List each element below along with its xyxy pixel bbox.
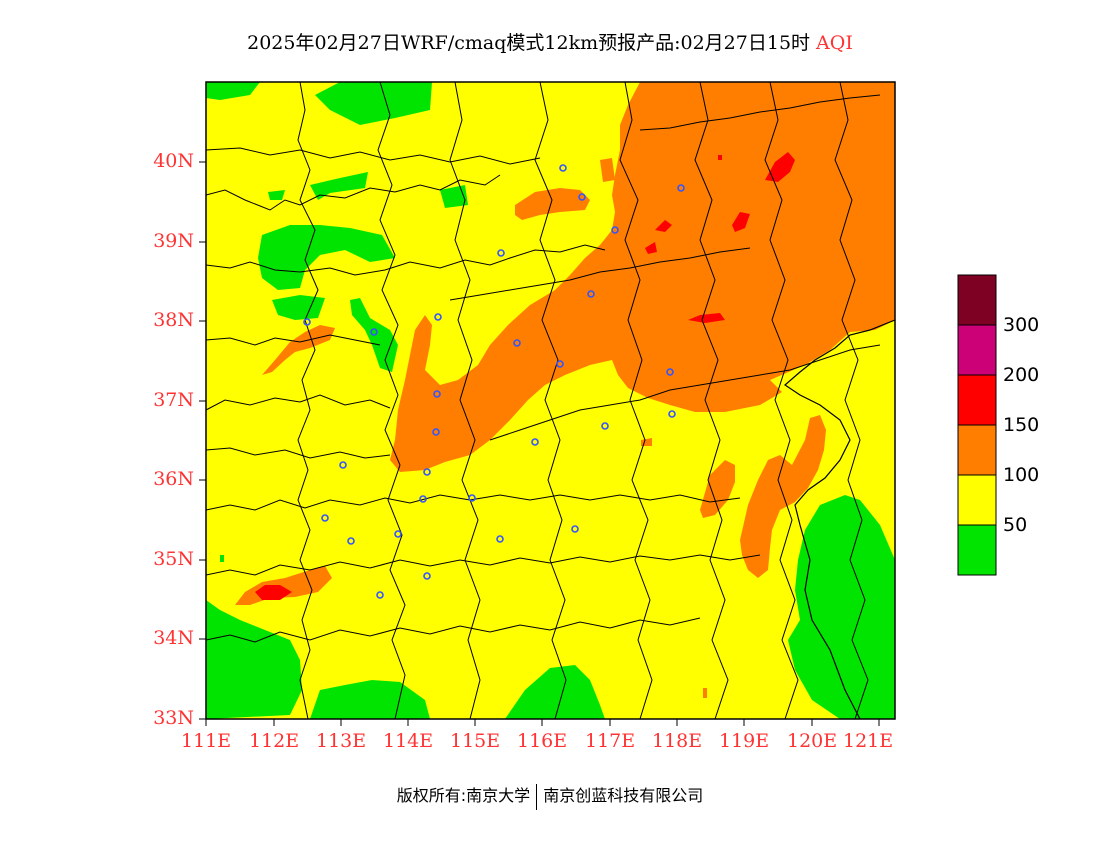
lon-label: 121E [843, 730, 894, 752]
lon-label: 115E [450, 730, 501, 752]
company-text: 南京创蓝科技有限公司 [543, 786, 704, 805]
lat-label: 39N [153, 230, 194, 252]
lon-label: 119E [719, 730, 770, 752]
copyright-footer: 版权所有:南京大学 南京创蓝科技有限公司 [0, 782, 1100, 810]
lon-label: 116E [517, 730, 568, 752]
lat-label: 37N [153, 389, 194, 411]
legend-label-50: 50 [1003, 514, 1028, 536]
lon-label: 112E [249, 730, 300, 752]
legend-label-100: 100 [1003, 464, 1040, 486]
lat-label: 38N [153, 309, 194, 331]
copyright-text: 版权所有:南京大学 [396, 786, 531, 805]
colorbar-hazardous [957, 274, 997, 326]
title-main: 2025年02月27日WRF/cmaq模式12km预报产品:02月27日15时 [247, 32, 811, 54]
colorbar-good [957, 524, 997, 576]
aqi-zones-good [206, 82, 895, 719]
colorbar-unhealthy [957, 374, 997, 426]
legend-label-300: 300 [1003, 314, 1040, 336]
lat-label: 36N [153, 468, 194, 490]
lat-label: 34N [153, 627, 194, 649]
lon-label: 117E [585, 730, 636, 752]
admin-boundaries [206, 82, 881, 719]
coastline [784, 319, 895, 719]
lat-label: 40N [153, 150, 194, 172]
lat-label: 33N [153, 707, 194, 729]
footer-divider [536, 783, 538, 810]
colorbar-very-unhealthy [957, 324, 997, 376]
city-markers [303, 164, 685, 599]
map-title: 2025年02月27日WRF/cmaq模式12km预报产品:02月27日15时 A… [0, 28, 1100, 55]
lat-label: 35N [153, 548, 194, 570]
colorbar-usg [957, 424, 997, 476]
lon-label: 118E [652, 730, 703, 752]
axis-ticks [199, 161, 880, 726]
legend-label-150: 150 [1003, 414, 1040, 436]
lon-label: 120E [787, 730, 838, 752]
aqi-zones-unhealthy [255, 152, 795, 600]
legend-label-200: 200 [1003, 364, 1040, 386]
aqi-colorbar [957, 274, 997, 576]
title-product: AQI [816, 32, 853, 54]
lon-label: 113E [316, 730, 367, 752]
lon-label: 114E [383, 730, 434, 752]
colorbar-moderate [957, 474, 997, 526]
lon-label: 111E [181, 730, 232, 752]
